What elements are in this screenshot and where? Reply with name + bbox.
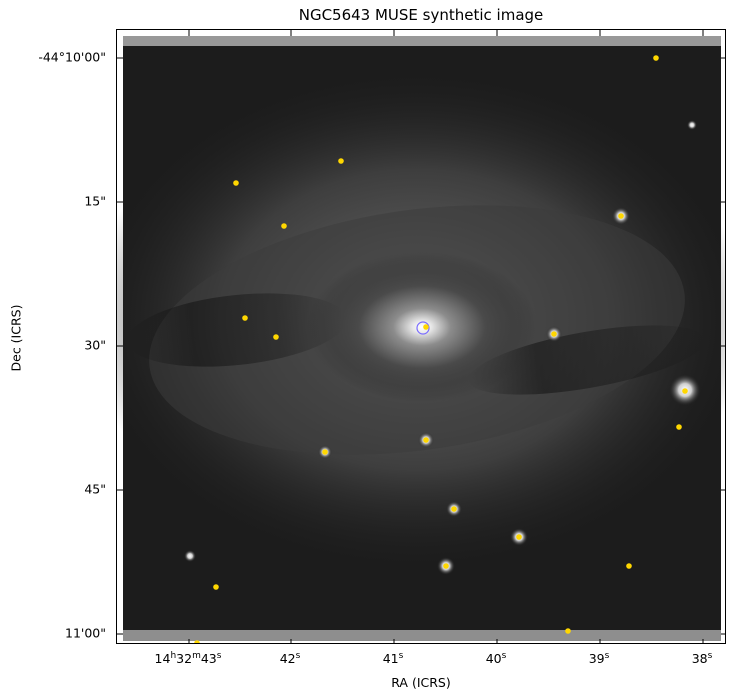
ytick-label: 15" bbox=[84, 193, 106, 209]
image-panel bbox=[116, 29, 726, 644]
ytick-label: 11'00" bbox=[65, 625, 106, 641]
ytick-label: 30" bbox=[84, 337, 106, 353]
nucleus-circle-marker bbox=[416, 321, 430, 335]
source-markers bbox=[194, 55, 688, 643]
y-axis-label: Dec (ICRS) bbox=[8, 304, 24, 372]
xtick-label: 41s bbox=[382, 651, 404, 666]
xtick-label: 42s bbox=[279, 651, 301, 666]
xtick-label: 39s bbox=[588, 651, 610, 666]
star-source bbox=[184, 550, 196, 562]
ytick-label: -44°10'00" bbox=[38, 49, 106, 65]
galaxy-image bbox=[117, 30, 725, 643]
x-axis-label: RA (ICRS) bbox=[391, 675, 451, 690]
xtick-label: 14h32m43s bbox=[154, 651, 222, 666]
ytick-label: 45" bbox=[84, 481, 106, 497]
xtick-label: 38s bbox=[691, 651, 713, 666]
star-source bbox=[687, 120, 697, 130]
plot-title: NGC5643 MUSE synthetic image bbox=[298, 6, 544, 24]
xtick-label: 40s bbox=[485, 651, 507, 666]
